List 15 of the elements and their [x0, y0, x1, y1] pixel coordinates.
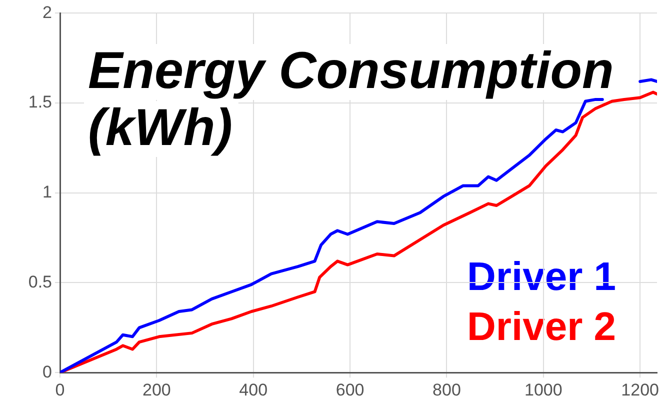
x-tick-label: 0: [55, 380, 65, 400]
x-tick-label: 200: [142, 380, 171, 400]
text: Energy Consumption (kWh): [88, 42, 614, 157]
x-tick-label: 400: [239, 380, 268, 400]
x-tick-label: 1000: [524, 380, 562, 400]
y-tick-label: 0.5: [28, 272, 52, 292]
x-tick-label: 600: [336, 380, 364, 400]
series-label: Driver 1: [467, 254, 616, 301]
x-tick-label: 1200: [621, 380, 660, 400]
y-tick-label: 0: [42, 362, 52, 382]
x-tick-label: 800: [432, 380, 461, 400]
y-tick-label: 1.5: [28, 92, 52, 112]
text: Driver 2: [467, 304, 616, 351]
y-tick-label: 2: [42, 2, 52, 22]
y-tick-label: 1: [42, 182, 52, 202]
